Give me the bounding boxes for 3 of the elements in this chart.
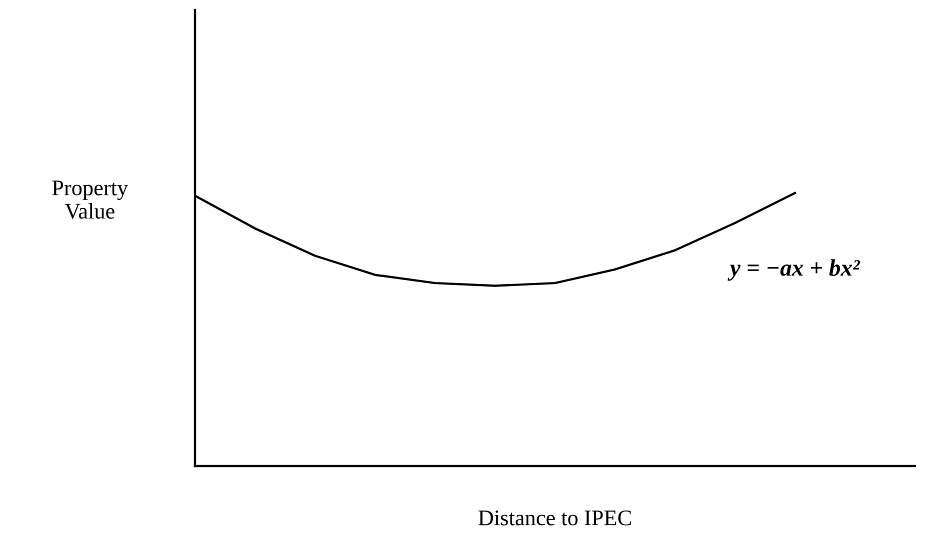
x-axis-title: Distance to IPEC xyxy=(478,510,631,526)
annotation: y = −ax + bx² xyxy=(728,259,860,281)
y-axis-title: Property Value xyxy=(52,180,128,219)
